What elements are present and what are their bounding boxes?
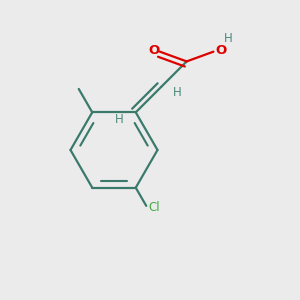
Text: H: H <box>115 113 124 126</box>
Text: O: O <box>215 44 226 57</box>
Text: H: H <box>224 32 233 45</box>
Text: H: H <box>173 86 182 99</box>
Text: O: O <box>148 44 160 57</box>
Text: Cl: Cl <box>149 201 161 214</box>
